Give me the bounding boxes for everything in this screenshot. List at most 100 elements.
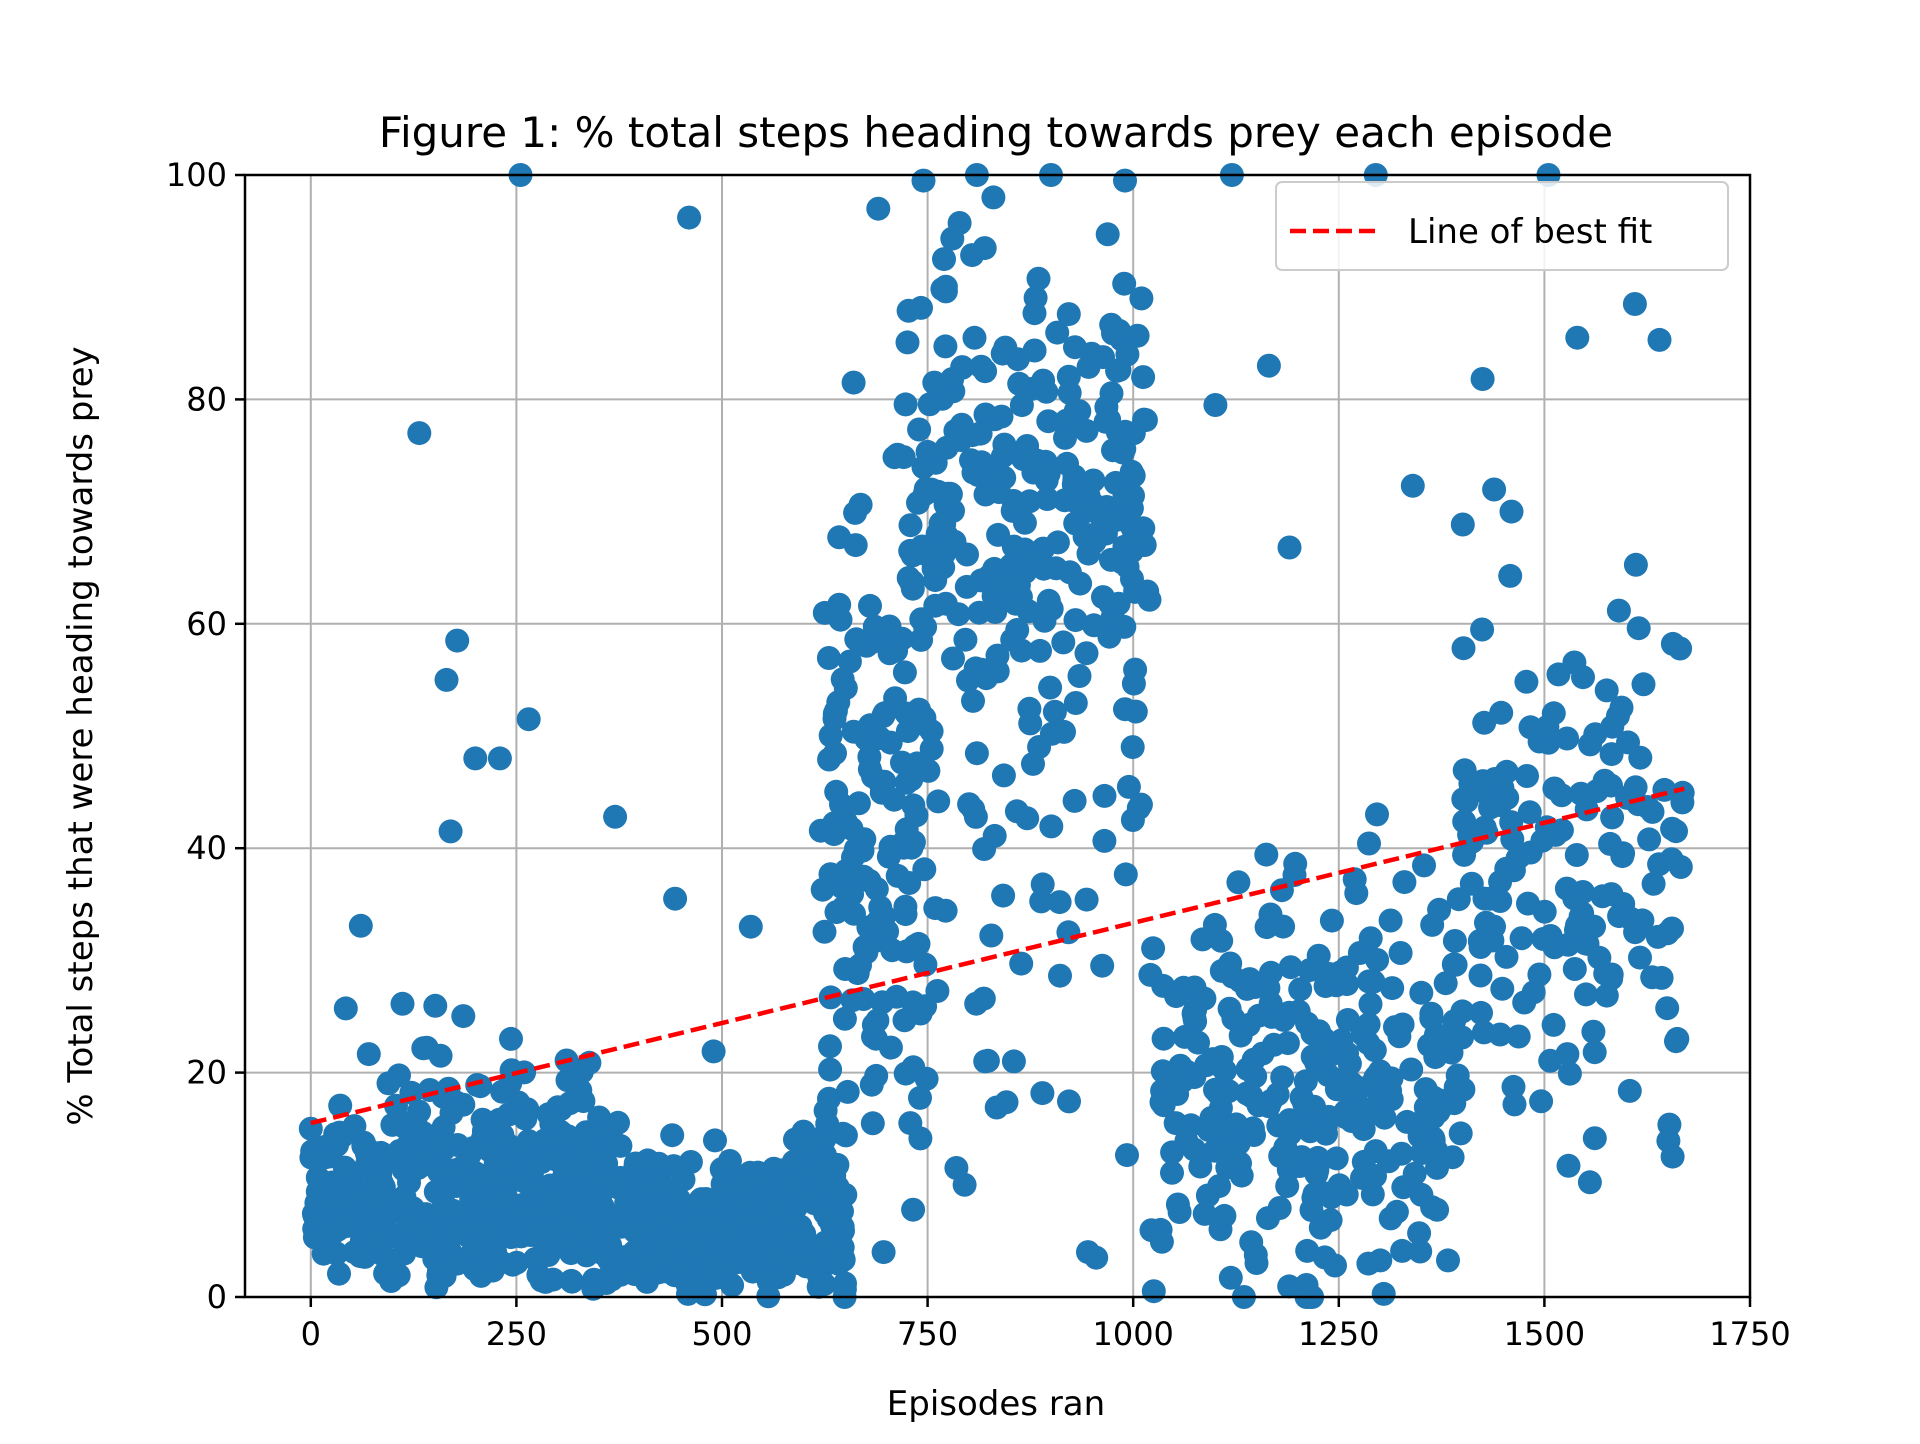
data-point-310	[490, 1079, 515, 1104]
data-point-739	[638, 1252, 662, 1276]
data-point-1673	[434, 667, 459, 692]
data-point-873	[861, 1013, 886, 1037]
data-point-1397	[1149, 1090, 1174, 1115]
data-point-325	[513, 1170, 538, 1194]
data-point-1211	[1412, 853, 1436, 878]
data-point-881	[813, 1098, 838, 1123]
data-point-1129	[1063, 399, 1088, 423]
data-point-1485	[1368, 1059, 1392, 1084]
data-point-1684	[866, 196, 891, 221]
data-point-1494	[1292, 1091, 1317, 1116]
data-point-1699	[1499, 499, 1524, 524]
data-point-810	[859, 1072, 884, 1097]
x-tick-label-1: 250	[486, 1315, 547, 1353]
legend: Line of best fit	[1275, 181, 1729, 271]
y-tick-label-1: 20	[186, 1054, 227, 1092]
data-point-1113	[1095, 222, 1120, 247]
data-point-1184	[1063, 691, 1088, 715]
data-point-872	[851, 987, 876, 1011]
data-point-1115	[1016, 599, 1041, 624]
data-point-355	[310, 1136, 335, 1161]
data-point-888	[846, 791, 871, 816]
data-point-1049	[1017, 696, 1042, 721]
data-point-289	[304, 1190, 329, 1215]
data-point-1405	[1351, 1117, 1376, 1142]
data-point-1122	[1009, 393, 1034, 418]
data-point-1128	[954, 574, 979, 599]
data-point-1614	[1450, 999, 1475, 1024]
data-point-1139	[900, 576, 925, 601]
data-point-202	[356, 1042, 381, 1067]
data-point-1596	[1590, 884, 1615, 909]
data-point-1681	[677, 205, 702, 230]
data-point-1648	[1581, 1019, 1606, 1044]
data-point-1483	[1283, 851, 1308, 876]
data-point-384	[552, 1154, 577, 1179]
data-point-1087	[1057, 560, 1082, 585]
data-point-882	[872, 701, 897, 726]
data-point-1169	[964, 991, 989, 1016]
data-point-1124	[1062, 464, 1087, 489]
data-point-1691	[1129, 286, 1154, 311]
data-point-1244	[1151, 1026, 1176, 1051]
data-point-1465	[1239, 1230, 1264, 1255]
data-point-1617	[1472, 710, 1497, 735]
data-point-1666	[1607, 904, 1632, 929]
data-point-398	[321, 1214, 346, 1239]
data-point-361	[328, 1093, 353, 1118]
data-point-1553	[1531, 927, 1556, 951]
data-point-1539	[1469, 1000, 1493, 1025]
data-point-1179	[1030, 1081, 1055, 1106]
data-point-359	[398, 1208, 423, 1233]
data-point-1534	[1450, 512, 1475, 537]
data-point-1198	[1057, 1089, 1081, 1114]
data-point-1559	[1470, 367, 1495, 391]
data-point-1520	[1482, 477, 1507, 502]
data-point-1164	[912, 705, 937, 730]
data-point-803	[818, 1057, 843, 1082]
y-tick-label-0: 0	[207, 1278, 227, 1316]
data-point-1378	[1409, 1141, 1434, 1165]
data-point-1610	[1574, 797, 1599, 822]
data-point-1121	[1110, 440, 1135, 465]
data-point-711	[825, 1152, 850, 1177]
data-point-1080	[1031, 536, 1056, 561]
data-point-1189	[1074, 887, 1099, 912]
data-point-755	[827, 525, 852, 550]
data-point-1628	[1592, 768, 1617, 793]
data-point-1643	[1474, 910, 1498, 935]
data-point-1134	[1001, 534, 1026, 559]
data-point-270	[480, 1258, 505, 1283]
data-point-1505	[1582, 1040, 1607, 1065]
data-point-1367	[1342, 867, 1367, 892]
data-point-1133	[930, 386, 955, 411]
data-point-1679	[603, 804, 628, 829]
y-axis-title: % Total steps that were heading towards …	[61, 346, 101, 1125]
data-point-1098	[926, 479, 951, 504]
data-point-1409	[1246, 1093, 1271, 1118]
data-point-1174	[1067, 664, 1092, 688]
data-point-1656	[1554, 876, 1579, 901]
legend-box	[1275, 181, 1729, 271]
data-point-886	[895, 719, 920, 744]
data-point-1635	[1529, 1089, 1554, 1114]
data-point-868	[877, 614, 902, 639]
data-point-1547	[1660, 816, 1685, 841]
data-point-880	[848, 953, 872, 978]
data-point-1702	[1647, 327, 1672, 352]
data-point-1183	[894, 817, 919, 842]
data-point-1451	[1319, 908, 1344, 933]
data-point-1459	[1182, 1137, 1207, 1162]
data-point-1701	[1622, 292, 1647, 316]
data-point-1675	[487, 746, 512, 771]
fit-line-layer	[310, 786, 1685, 1126]
data-point-1446	[1372, 1105, 1397, 1130]
y-tick-label-2: 40	[186, 829, 227, 867]
data-point-360	[442, 1248, 467, 1273]
data-point-1672	[445, 628, 470, 653]
data-point-392	[325, 1192, 350, 1217]
data-point-1155	[964, 741, 989, 766]
data-point-1292	[1407, 1221, 1432, 1246]
data-point-1462	[1350, 1165, 1374, 1190]
data-point-1108	[1000, 627, 1025, 652]
